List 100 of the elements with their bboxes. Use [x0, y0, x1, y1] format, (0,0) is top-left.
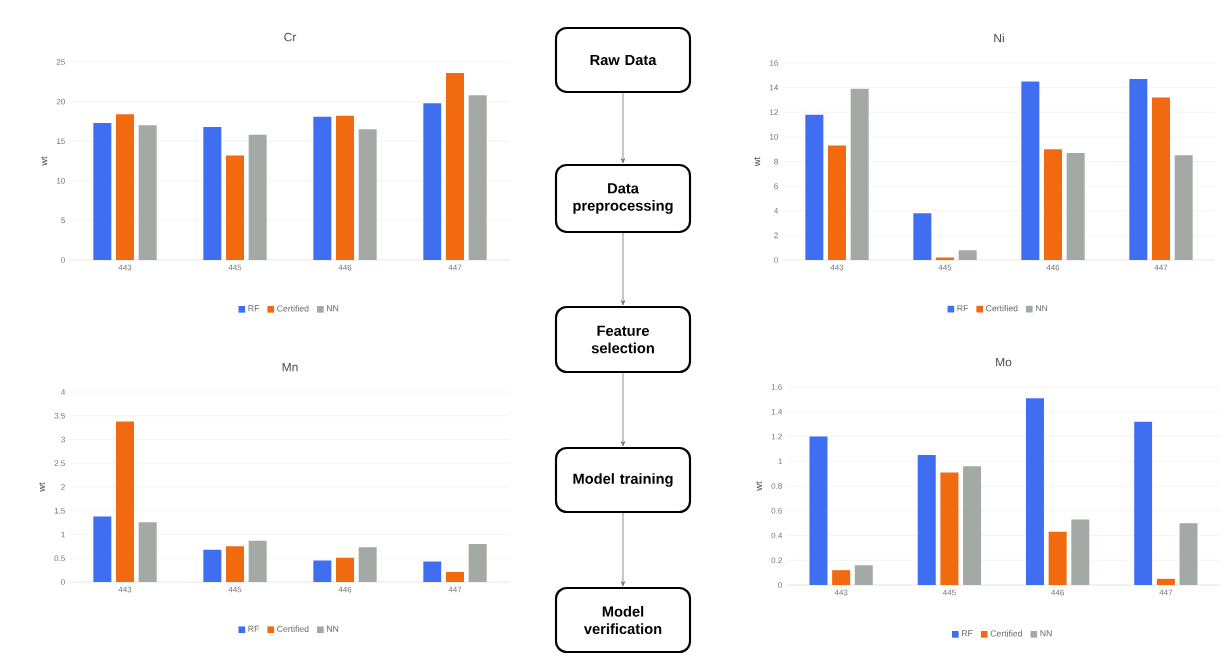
bar [423, 103, 442, 260]
x-tick-label: 447 [1159, 589, 1173, 596]
bar [248, 540, 267, 582]
y-tick-label: 4 [774, 208, 779, 214]
legend-label: Certified [986, 305, 1018, 312]
x-tick-label: 445 [228, 264, 242, 271]
x-tick-label: 446 [338, 264, 352, 271]
y-axis-title: wt [755, 481, 763, 491]
y-tick-label: 0 [61, 257, 65, 263]
legend-label: RF [962, 630, 973, 637]
bar [805, 114, 824, 260]
x-tick-label: 447 [448, 264, 462, 271]
legend-label: RF [248, 625, 260, 632]
x-tick-label: 447 [448, 586, 462, 593]
legend-label: RF [957, 305, 969, 312]
text: Data preprocessing [573, 183, 673, 214]
y-tick-label: 5 [61, 217, 65, 224]
y-tick-label: 6 [774, 183, 778, 189]
x-tick-label: 443 [830, 264, 844, 271]
y-tick-label: 2 [774, 232, 778, 239]
x-tick-label: 447 [1154, 264, 1168, 271]
bar [940, 472, 959, 585]
legend-label: NN [1040, 630, 1052, 637]
y-axis-title: wt [41, 156, 48, 166]
y-tick-label: 0.8 [771, 483, 782, 489]
y-tick-label: 8 [774, 158, 778, 165]
y-tick-label: 14 [770, 84, 779, 91]
bar [226, 155, 244, 260]
y-tick-label: 1.6 [771, 384, 782, 390]
text: Raw Data [590, 54, 657, 66]
y-tick-label: 10 [770, 134, 778, 140]
y-tick-label: 0 [61, 579, 65, 585]
legend-label: NN [327, 305, 339, 312]
bar [336, 557, 355, 582]
y-tick-label: 0 [774, 257, 778, 263]
y-tick-label: 1.5 [54, 507, 65, 514]
bar [203, 549, 222, 582]
bar [446, 73, 465, 260]
y-tick-label: 10 [57, 177, 65, 184]
bar [958, 250, 977, 260]
bar [1071, 519, 1090, 585]
legend-label: Certified [990, 630, 1022, 637]
bar [226, 546, 244, 582]
legend-label: Certified [277, 625, 309, 632]
y-tick-label: 2.5 [54, 460, 65, 467]
bar [358, 547, 377, 582]
bar [913, 213, 932, 260]
bar [203, 126, 222, 260]
chart-title: Mo [996, 357, 1012, 367]
bar [1021, 81, 1040, 260]
x-tick-label: 445 [938, 264, 952, 271]
chart-title: Ni [994, 33, 1004, 43]
bar [138, 522, 157, 582]
y-tick-label: 25 [56, 59, 65, 65]
x-tick-label: 446 [1046, 264, 1060, 271]
x-tick-label: 445 [228, 586, 242, 593]
bar [809, 436, 828, 585]
y-tick-label: 1 [61, 531, 65, 538]
y-tick-label: 1.4 [771, 409, 783, 415]
bar [828, 145, 847, 260]
y-tick-label: 1.2 [771, 433, 782, 440]
x-tick-label: 446 [1051, 589, 1064, 596]
y-tick-label: 1 [778, 458, 782, 464]
x-tick-label: 443 [118, 264, 132, 271]
bar [963, 466, 982, 585]
bar [1044, 149, 1063, 260]
bar [358, 129, 377, 260]
chart-title: Cr [284, 32, 297, 42]
bar [917, 455, 936, 585]
bar [1025, 398, 1044, 585]
bar [1129, 79, 1148, 260]
bar [313, 116, 332, 260]
legend-label: RF [248, 305, 260, 312]
y-tick-label: 3.5 [54, 412, 65, 419]
bar [423, 561, 442, 582]
y-tick-label: 2 [61, 484, 65, 490]
bar [832, 570, 851, 585]
bar [854, 565, 873, 585]
bar [1048, 531, 1067, 585]
bar [116, 114, 134, 260]
y-tick-label: 3 [61, 436, 65, 443]
bar [468, 544, 487, 582]
text: Model verification [583, 605, 662, 635]
legend-label: NN [1036, 305, 1048, 312]
bar [1066, 152, 1085, 260]
y-tick-label: 20 [56, 98, 65, 105]
bar [446, 572, 465, 582]
legend-label: Certified [277, 305, 309, 312]
y-tick-label: 12 [770, 109, 778, 116]
bar [1179, 523, 1198, 585]
y-tick-label: 0.6 [771, 507, 782, 514]
bar [1134, 421, 1153, 585]
chart-title: Mn [282, 363, 298, 372]
y-tick-label: 0.2 [771, 557, 782, 564]
bar [1152, 97, 1171, 260]
y-tick-label: 0.5 [54, 555, 65, 562]
bar [1156, 578, 1175, 585]
bar [313, 560, 332, 582]
x-tick-label: 443 [834, 589, 848, 596]
bar [116, 421, 134, 582]
